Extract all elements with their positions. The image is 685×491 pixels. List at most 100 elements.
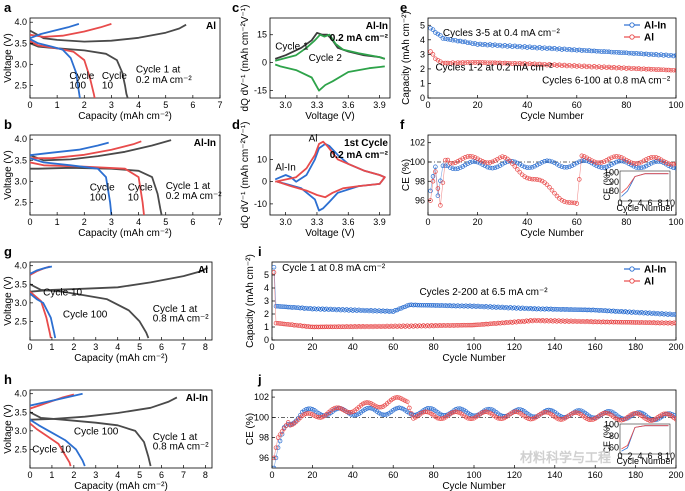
y-tick-label-d: -10 xyxy=(254,199,267,209)
data-point-f xyxy=(614,159,619,165)
panel-label-i: i xyxy=(258,244,262,259)
data-point-f xyxy=(572,200,577,206)
data-point-e xyxy=(636,51,642,57)
data-point-f xyxy=(554,193,560,199)
y-tick-label-d: 10 xyxy=(257,154,267,164)
data-point-f xyxy=(547,185,552,190)
data-point-f xyxy=(663,160,669,165)
data-point-e xyxy=(440,36,446,41)
data-point-e xyxy=(524,45,530,50)
data-point-e xyxy=(480,42,485,48)
data-point-e xyxy=(512,43,518,49)
y-tick-label-e: 4 xyxy=(420,35,425,45)
data-point-f xyxy=(433,169,438,174)
panel-label-e: e xyxy=(400,0,407,15)
data-point-f xyxy=(606,163,612,169)
data-point-f xyxy=(562,199,567,204)
data-point-e xyxy=(666,53,671,58)
data-point-f xyxy=(453,160,458,165)
data-point-e xyxy=(465,40,470,46)
data-point-f xyxy=(492,158,498,163)
data-point-e xyxy=(554,63,560,68)
y-tick-label-f: 98 xyxy=(415,176,425,186)
data-point-e xyxy=(604,49,609,55)
data-point-j xyxy=(287,423,293,428)
inset-frame-j xyxy=(619,423,671,455)
series-line-h-2 xyxy=(30,422,72,467)
data-point-e xyxy=(629,50,634,56)
data-point-f xyxy=(656,156,661,161)
data-point-j xyxy=(544,409,549,415)
data-point-e xyxy=(656,52,661,58)
data-point-j xyxy=(397,395,402,401)
data-point-j xyxy=(334,405,339,410)
data-point-f xyxy=(671,162,676,167)
series-line-a-5 xyxy=(30,23,80,40)
x-tick-label-i: 120 xyxy=(507,342,522,352)
inset-y-tick-j: 80 xyxy=(609,431,619,441)
data-point-f xyxy=(487,160,493,165)
data-point-e xyxy=(472,60,478,65)
data-point-e xyxy=(651,52,656,58)
x-tick-label-f: 60 xyxy=(572,217,582,227)
y-tick-label-b: 4.0 xyxy=(14,134,27,144)
y-tick-label-g: 4.0 xyxy=(14,261,27,271)
y-tick-label-e: 2 xyxy=(420,64,425,74)
data-point-f xyxy=(470,154,475,159)
data-point-f xyxy=(646,162,651,167)
plot-area-j xyxy=(272,395,676,468)
data-point-e xyxy=(643,67,649,72)
y-axis-label-a: Voltage (V) xyxy=(3,33,14,82)
data-point-e xyxy=(658,52,664,57)
data-point-f xyxy=(529,165,535,170)
data-point-j xyxy=(348,410,354,415)
data-point-j xyxy=(394,395,400,400)
data-point-f xyxy=(448,161,453,166)
inset-x-tick-j: 0 xyxy=(617,451,622,461)
data-point-e xyxy=(653,52,659,57)
panel-h-plot: h 0 1 2 3 4 5 6 7 8 2.5 3.0 3.5 4.0 Capacity (mAh cm⁻²… xyxy=(3,372,213,491)
panel-g: g 0 1 2 3 4 5 6 7 8 2.5 3.0 3.5 4.0 Capacity (mAh cm⁻²… xyxy=(3,244,213,364)
x-tick-label-g: 0 xyxy=(27,342,32,352)
data-point-f xyxy=(455,159,461,164)
x-axis-label-g: Capacity (mAh cm⁻²) xyxy=(74,353,168,364)
series-line-b-2 xyxy=(30,161,145,215)
data-point-e xyxy=(495,60,500,66)
y-tick-label-i: 1 xyxy=(264,322,269,332)
data-point-e xyxy=(534,45,540,51)
data-point-e xyxy=(651,66,656,72)
data-point-f xyxy=(646,156,651,161)
data-point-e xyxy=(544,46,550,51)
data-point-e xyxy=(502,60,508,66)
panel-c: c 3.0 3.3 3.6 3.9 -15 0 15 Voltage (V) dQ dV⁻¹ (m… xyxy=(232,0,391,122)
data-point-f xyxy=(574,160,580,166)
x-tick-label-i: 200 xyxy=(668,342,683,352)
data-point-e xyxy=(430,27,436,32)
inset-y-tick-f: 90 xyxy=(609,177,619,187)
y-tick-label-a: 3.0 xyxy=(14,59,27,69)
legend-marker-i-0 xyxy=(629,266,635,272)
x-tick-label-i: 140 xyxy=(547,342,562,352)
data-point-f xyxy=(440,180,446,185)
data-point-e xyxy=(624,50,629,56)
data-point-e xyxy=(524,61,530,67)
data-point-f xyxy=(577,177,582,182)
data-point-e xyxy=(457,60,463,66)
data-point-e xyxy=(609,49,614,55)
data-point-e xyxy=(609,65,614,71)
data-point-f xyxy=(470,159,475,164)
data-point-e xyxy=(557,62,562,68)
data-point-e xyxy=(522,61,527,66)
series-line-c-1 xyxy=(274,33,386,62)
x-tick-label-c: 3.0 xyxy=(279,100,292,110)
x-tick-label-j: 180 xyxy=(628,470,643,480)
data-point-f xyxy=(512,164,518,169)
x-tick-label-a: 1 xyxy=(55,100,60,110)
annotation-h-1: Cycle 10 xyxy=(32,444,71,455)
data-point-f xyxy=(485,164,490,170)
y-tick-label-f: 102 xyxy=(410,138,425,148)
legend-label-i-0: Al-In xyxy=(644,265,666,276)
inset-x-tick-j: 6 xyxy=(647,451,652,461)
data-point-e xyxy=(673,68,676,73)
data-point-f xyxy=(606,156,612,162)
